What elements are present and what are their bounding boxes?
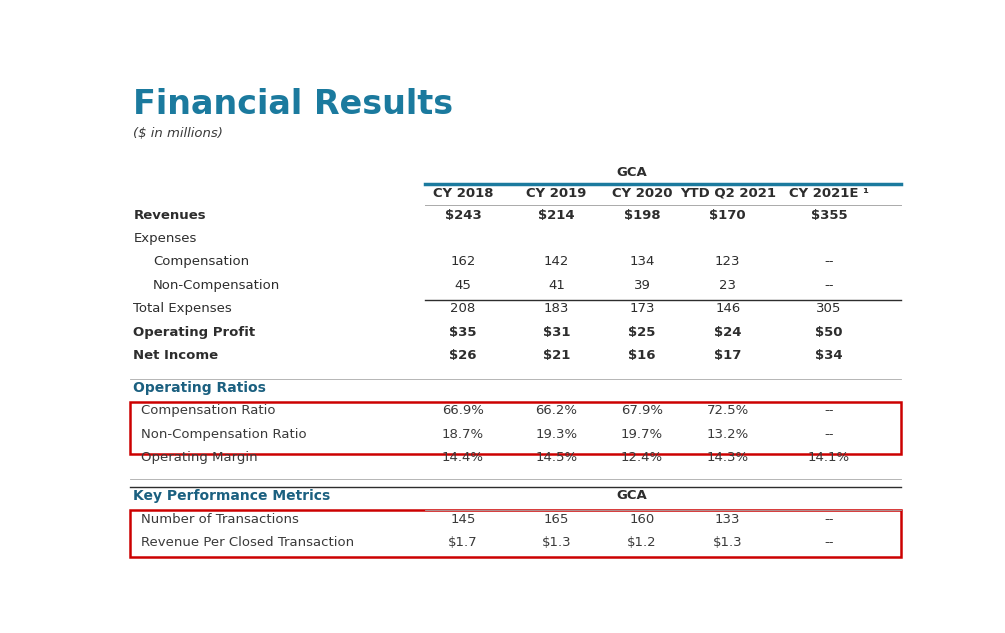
Text: 72.5%: 72.5%: [707, 404, 749, 418]
Text: Compensation: Compensation: [153, 255, 249, 268]
Text: 183: 183: [544, 302, 569, 315]
Text: 12.4%: 12.4%: [621, 451, 663, 464]
Text: CY 2018: CY 2018: [432, 187, 493, 199]
Text: Revenues: Revenues: [134, 208, 206, 222]
Text: 39: 39: [633, 279, 650, 292]
Text: $34: $34: [815, 349, 843, 362]
Text: 173: 173: [629, 302, 655, 315]
Text: 14.1%: 14.1%: [808, 451, 850, 464]
Text: Number of Transactions: Number of Transactions: [141, 513, 299, 525]
Text: 160: 160: [629, 513, 654, 525]
Text: 142: 142: [544, 255, 569, 268]
Text: $21: $21: [543, 349, 570, 362]
Text: Operating Margin: Operating Margin: [141, 451, 258, 464]
Text: 146: 146: [716, 302, 741, 315]
Text: 14.3%: 14.3%: [707, 451, 749, 464]
Text: 145: 145: [450, 513, 475, 525]
Text: Operating Profit: Operating Profit: [134, 325, 255, 339]
Bar: [130, 510, 900, 557]
Text: 165: 165: [544, 513, 569, 525]
Text: --: --: [824, 255, 834, 268]
Text: Financial Results: Financial Results: [134, 88, 453, 121]
Text: $1.3: $1.3: [713, 536, 743, 549]
Text: --: --: [824, 513, 834, 525]
Text: 45: 45: [454, 279, 471, 292]
Text: 18.7%: 18.7%: [442, 428, 484, 441]
Text: Expenses: Expenses: [134, 232, 197, 245]
Text: 66.9%: 66.9%: [442, 404, 483, 418]
Text: $170: $170: [710, 208, 746, 222]
Text: $214: $214: [538, 208, 575, 222]
Text: 123: 123: [715, 255, 741, 268]
Text: YTD Q2 2021: YTD Q2 2021: [679, 187, 776, 199]
Text: $24: $24: [714, 325, 742, 339]
Text: 66.2%: 66.2%: [536, 404, 577, 418]
Text: $17: $17: [714, 349, 742, 362]
Text: Non-Compensation Ratio: Non-Compensation Ratio: [141, 428, 307, 441]
Text: 305: 305: [816, 302, 841, 315]
Text: CY 2020: CY 2020: [612, 187, 672, 199]
Text: 208: 208: [450, 302, 475, 315]
Text: $26: $26: [449, 349, 476, 362]
Text: $16: $16: [628, 349, 656, 362]
Text: Non-Compensation: Non-Compensation: [153, 279, 280, 292]
Text: $355: $355: [811, 208, 847, 222]
Text: 19.7%: 19.7%: [621, 428, 663, 441]
Text: --: --: [824, 279, 834, 292]
Text: 14.4%: 14.4%: [442, 451, 483, 464]
Text: 162: 162: [450, 255, 475, 268]
Text: Net Income: Net Income: [134, 349, 218, 362]
Text: Compensation Ratio: Compensation Ratio: [141, 404, 275, 418]
Text: Key Performance Metrics: Key Performance Metrics: [134, 489, 331, 503]
Text: ($ in millions): ($ in millions): [134, 127, 223, 140]
Text: 23: 23: [720, 279, 737, 292]
Text: Total Expenses: Total Expenses: [134, 302, 232, 315]
Text: $25: $25: [628, 325, 655, 339]
Text: 13.2%: 13.2%: [707, 428, 749, 441]
Text: Revenue Per Closed Transaction: Revenue Per Closed Transaction: [141, 536, 355, 549]
Text: $1.3: $1.3: [542, 536, 571, 549]
Bar: [130, 402, 900, 454]
Text: Operating Ratios: Operating Ratios: [134, 381, 266, 395]
Text: --: --: [824, 404, 834, 418]
Text: $31: $31: [543, 325, 570, 339]
Text: $50: $50: [815, 325, 843, 339]
Text: CY 2021E ¹: CY 2021E ¹: [789, 187, 869, 199]
Text: $35: $35: [449, 325, 476, 339]
Text: 133: 133: [715, 513, 741, 525]
Text: 41: 41: [548, 279, 565, 292]
Text: GCA: GCA: [616, 166, 647, 179]
Text: $198: $198: [624, 208, 660, 222]
Text: --: --: [824, 428, 834, 441]
Text: 134: 134: [629, 255, 654, 268]
Text: 19.3%: 19.3%: [536, 428, 578, 441]
Text: 14.5%: 14.5%: [536, 451, 578, 464]
Text: $243: $243: [444, 208, 481, 222]
Text: $1.7: $1.7: [448, 536, 477, 549]
Text: $1.2: $1.2: [627, 536, 657, 549]
Text: --: --: [824, 536, 834, 549]
Text: GCA: GCA: [616, 489, 647, 502]
Text: 67.9%: 67.9%: [621, 404, 663, 418]
Text: CY 2019: CY 2019: [527, 187, 587, 199]
